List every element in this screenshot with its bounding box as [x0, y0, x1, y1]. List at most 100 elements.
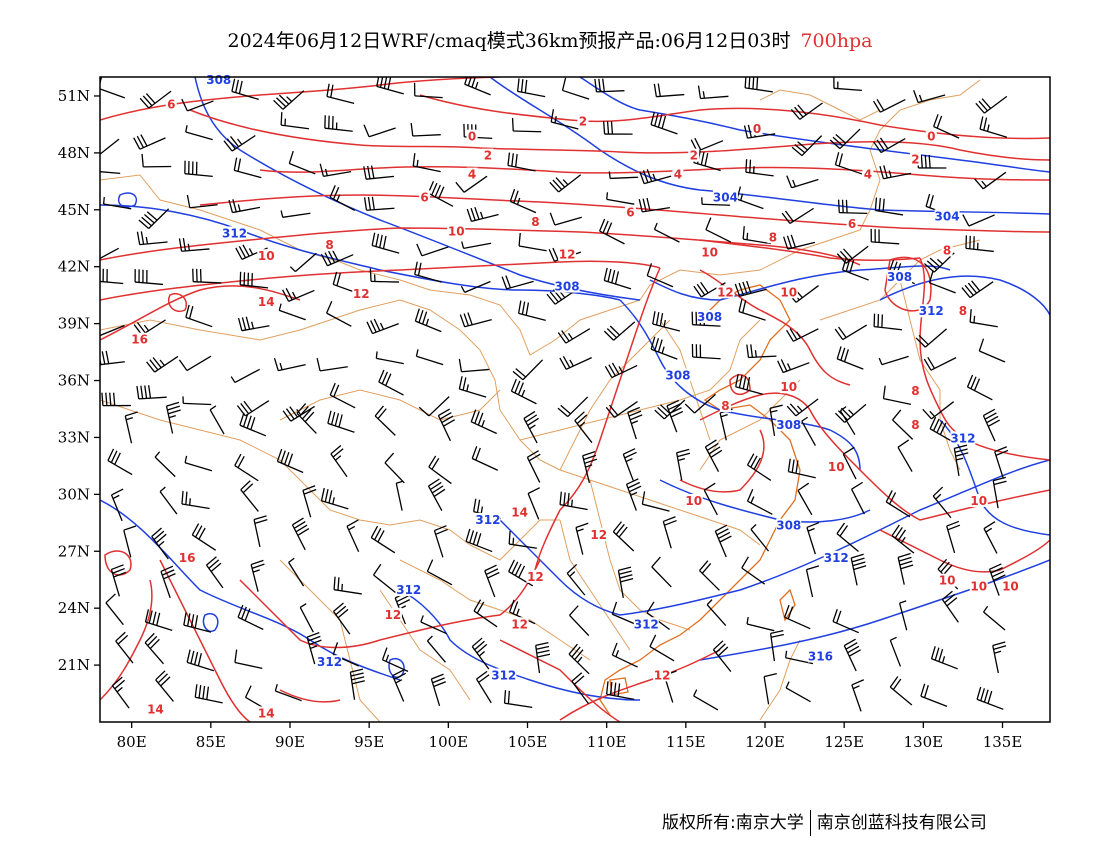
temperature-label: 12	[559, 247, 576, 261]
temperature-label: 10	[1002, 579, 1019, 593]
wind-barb	[870, 228, 900, 245]
wind-barb	[783, 234, 816, 250]
temperature-label: 6	[420, 190, 428, 204]
temperature-label: 8	[721, 399, 729, 413]
wind-barb	[750, 524, 770, 552]
wind-barb	[992, 641, 1007, 674]
wind-barb	[146, 355, 179, 373]
wind-barb	[889, 636, 902, 667]
chart-title: 2024年06月12日WRF/cmaq模式36km预报产品:06月12日03时 7…	[0, 26, 1100, 53]
wind-barb	[605, 681, 635, 700]
wind-barb	[316, 358, 348, 372]
wind-barb	[458, 358, 490, 373]
wind-barb	[746, 453, 772, 482]
lat-tick-label: 36N	[58, 372, 90, 390]
wind-barb	[433, 525, 448, 558]
wind-barb	[832, 609, 859, 634]
temperature-label: 2	[911, 152, 919, 166]
lat-tick-label: 51N	[58, 87, 90, 105]
wind-barb	[646, 263, 674, 288]
wind-barb	[599, 218, 625, 245]
wind-barb	[805, 565, 820, 598]
wind-barb	[107, 448, 133, 476]
temp-label-bg	[846, 216, 858, 230]
temperature-label: 10	[780, 380, 797, 394]
wind-barb	[684, 393, 716, 414]
wind-barb	[784, 650, 814, 665]
wind-barb	[223, 134, 256, 152]
temp-label-bg	[146, 702, 165, 716]
wind-barb	[369, 268, 400, 283]
temperature-label: 10	[939, 574, 956, 588]
wind-barb	[237, 604, 264, 631]
wind-barb	[184, 160, 213, 178]
height-label-bg	[206, 72, 232, 86]
wind-barb	[370, 525, 396, 554]
pressure-level: 700hpa	[800, 30, 873, 52]
wind-barb	[841, 257, 869, 281]
wind-barb	[526, 450, 541, 483]
wind-barb	[511, 118, 542, 133]
wind-barb	[923, 356, 957, 371]
wind-barb	[746, 488, 773, 515]
wind-barb	[535, 641, 551, 674]
lon-tick-label: 135E	[983, 733, 1023, 751]
temp-label-bg	[751, 122, 763, 136]
wind-barb	[326, 83, 355, 105]
temp-label-bg	[165, 97, 177, 111]
wind-barb	[932, 486, 952, 519]
wind-barb	[738, 298, 766, 321]
lon-tick-label: 80E	[117, 733, 147, 751]
temperature-label: 10	[448, 225, 465, 239]
height-label-bg	[665, 368, 691, 382]
temp-label-bg	[589, 528, 608, 542]
wind-barb	[282, 405, 315, 422]
wind-barb	[654, 399, 686, 420]
lon-tick-label: 110E	[587, 733, 627, 751]
wind-barb	[557, 396, 589, 418]
wind-barb	[230, 368, 260, 384]
wind-barb	[516, 78, 546, 98]
wind-barb	[719, 408, 733, 441]
wind-barb	[430, 673, 447, 706]
wind-barb	[236, 400, 270, 417]
wind-barb	[395, 480, 404, 511]
wind-barb	[296, 403, 317, 434]
wind-barb	[922, 401, 954, 420]
temperature-label: 16	[179, 551, 196, 565]
height-label-bg	[475, 512, 501, 526]
lon-tick-label: 85E	[196, 733, 226, 751]
wind-barb	[473, 599, 498, 628]
wind-barb	[769, 629, 784, 662]
temp-label-bg	[909, 418, 921, 432]
temperature-label: 14	[258, 295, 275, 309]
wind-barb	[582, 450, 598, 484]
wind-barb	[666, 399, 684, 433]
height-label-bg	[807, 649, 833, 663]
height-label: 316	[808, 650, 833, 664]
lat-tick-label: 27N	[58, 542, 90, 560]
wind-barb	[372, 563, 396, 593]
wind-barb	[606, 192, 635, 205]
wind-barb	[978, 338, 1006, 363]
lon-tick-label: 100E	[429, 733, 469, 751]
title-text: 2024年06月12日WRF/cmaq模式36km预报产品:06月12日03时	[227, 30, 791, 52]
wind-barb	[976, 686, 1004, 710]
wind-barb	[363, 124, 396, 138]
wind-barb	[273, 358, 306, 372]
height-label: 312	[222, 226, 247, 240]
temp-label-bg	[938, 573, 957, 587]
wind-barb	[428, 455, 452, 485]
wind-barb	[974, 171, 1007, 190]
wind-barb	[299, 603, 314, 633]
wind-barb	[873, 137, 906, 154]
wind-barb	[603, 267, 632, 290]
wind-barb	[333, 576, 362, 595]
temp-label-bg	[688, 148, 700, 162]
temperature-label: 6	[848, 217, 856, 231]
wind-barb	[611, 642, 638, 668]
wind-barb	[836, 346, 864, 370]
temp-label-bg	[716, 285, 735, 299]
wind-barb	[231, 78, 259, 101]
